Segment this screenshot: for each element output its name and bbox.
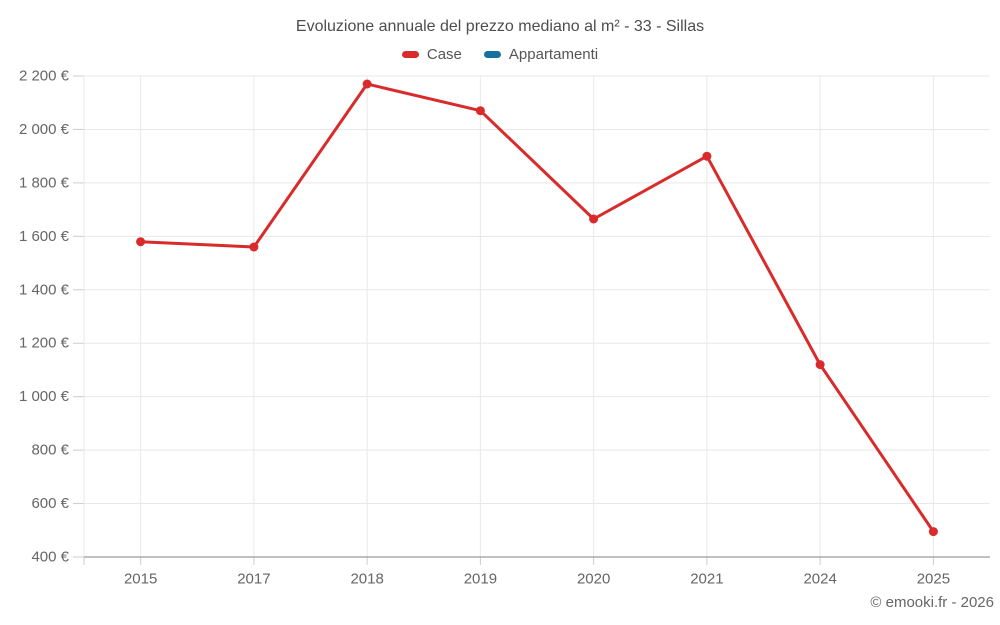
copyright-credit: © emooki.fr - 2026 [870, 594, 994, 611]
data-point-2018[interactable] [362, 79, 372, 89]
legend-item-appartamenti[interactable]: Appartamenti [483, 46, 599, 63]
y-tick-label: 1 000 € [19, 388, 70, 405]
legend-swatch-appartamenti-icon [483, 51, 501, 58]
legend-label-appartamenti: Appartamenti [508, 46, 599, 63]
chart-title: Evoluzione annuale del prezzo mediano al… [295, 18, 705, 35]
x-tick-label: 2015 [124, 571, 157, 588]
x-tick-label: 2025 [917, 571, 950, 588]
legend-label-case: Case [426, 46, 462, 63]
data-point-2021[interactable] [702, 151, 712, 161]
x-tick-label: 2024 [803, 571, 836, 588]
data-point-2017[interactable] [249, 242, 259, 252]
y-tick-label: 2 000 € [19, 121, 70, 138]
y-tick-label: 1 600 € [19, 228, 70, 245]
x-tick-label: 2017 [237, 571, 270, 588]
data-point-2015[interactable] [136, 237, 146, 247]
y-tick-label: 600 € [31, 495, 69, 512]
legend-item-case[interactable]: Case [401, 46, 462, 63]
y-tick-label: 1 200 € [19, 335, 70, 352]
x-tick-label: 2020 [577, 571, 610, 588]
data-point-2024[interactable] [815, 360, 825, 370]
y-tick-label: 1 800 € [19, 174, 70, 191]
x-tick-label: 2021 [690, 571, 723, 588]
y-tick-label: 1 400 € [19, 281, 70, 298]
data-point-2019[interactable] [475, 106, 485, 116]
y-tick-label: 400 € [31, 549, 69, 566]
y-tick-label: 2 200 € [19, 68, 70, 85]
legend-swatch-case-icon [401, 51, 419, 58]
x-tick-label: 2018 [350, 571, 383, 588]
series-line-case[interactable] [139, 82, 935, 534]
data-point-2020[interactable] [589, 214, 599, 224]
x-tick-label: 2019 [464, 571, 497, 588]
legend: Case Appartamenti [0, 46, 1000, 63]
y-tick-label: 800 € [31, 442, 69, 459]
data-point-2025[interactable] [928, 527, 938, 537]
